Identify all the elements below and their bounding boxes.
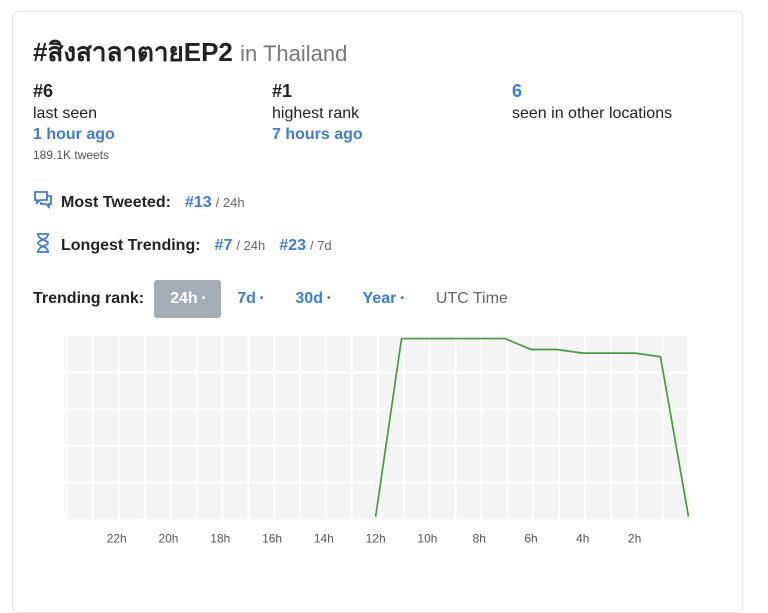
x-tick-label: 2h bbox=[628, 531, 641, 545]
stat-highest-rank-time[interactable]: 7 hours ago bbox=[272, 126, 363, 143]
x-tick-label: 12h bbox=[366, 531, 386, 545]
trending-rank-tabs: Trending rank: 24h • 7d • 30d • Year • UTC T… bbox=[33, 280, 524, 318]
trending-rank-chart: 22h 20h 18h 16h 14h 12h 10h 8h 6h 4h 2h bbox=[64, 336, 690, 545]
stat-tweet-count: 189.1K tweets bbox=[33, 148, 110, 162]
most-tweeted-rank[interactable]: #13 bbox=[184, 193, 212, 211]
stat-last-seen-time[interactable]: 1 hour ago bbox=[33, 126, 115, 143]
stat-other-locations-label: seen in other locations bbox=[512, 105, 673, 122]
stat-other-locations: 6 seen in other locations bbox=[512, 80, 672, 126]
trend-location: in Thailand bbox=[240, 41, 348, 66]
trend-name: #สิงสาลาตายEP2 bbox=[33, 37, 233, 67]
most-tweeted-label: Most Tweeted: bbox=[61, 193, 171, 211]
tab-year[interactable]: Year • bbox=[362, 290, 404, 307]
longest-trending-row: Longest Trending: #7 / 24h #23 / 7d bbox=[33, 232, 346, 259]
hourglass-icon bbox=[33, 232, 53, 259]
x-tick-label: 4h bbox=[576, 531, 589, 545]
stat-other-locations-count[interactable]: 6 bbox=[512, 81, 523, 101]
longest-trending-label: Longest Trending: bbox=[61, 236, 201, 254]
most-tweeted-row: Most Tweeted: #13 / 24h bbox=[33, 190, 259, 215]
stat-highest-rank-value: #1 bbox=[272, 81, 293, 101]
x-tick-label: 20h bbox=[158, 531, 178, 545]
x-tick-label: 18h bbox=[210, 531, 230, 545]
tab-30d[interactable]: 30d • bbox=[295, 290, 331, 307]
rank-series-line bbox=[374, 337, 690, 517]
stat-highest-rank: #1 highest rank 7 hours ago bbox=[272, 80, 363, 144]
tab-7d[interactable]: 7d • bbox=[237, 290, 264, 307]
x-tick-label: 6h bbox=[524, 531, 537, 545]
chart-plot-area bbox=[64, 336, 689, 520]
x-tick-label: 8h bbox=[473, 531, 486, 545]
trend-title: #สิงสาลาตายEP2 in Thailand bbox=[33, 32, 347, 73]
most-tweeted-period: / 24h bbox=[215, 195, 245, 210]
stat-last-seen-rank: #6 bbox=[33, 81, 54, 101]
longest-trending-rank-7d[interactable]: #23 bbox=[279, 236, 306, 254]
stat-last-seen: #6 last seen 1 hour ago 189.1K tweets bbox=[33, 80, 115, 162]
x-tick-label: 14h bbox=[314, 531, 334, 545]
longest-trending-rank-24h[interactable]: #7 bbox=[214, 236, 233, 254]
longest-trending-period-24h: / 24h bbox=[236, 238, 266, 253]
x-tick-label: 22h bbox=[107, 531, 127, 545]
x-tick-label: 16h bbox=[262, 531, 282, 545]
x-tick-label: 10h bbox=[417, 531, 437, 545]
longest-trending-period-7d: / 7d bbox=[309, 238, 332, 253]
utc-time-toggle[interactable]: UTC Time bbox=[435, 290, 508, 307]
stat-last-seen-label: last seen bbox=[33, 105, 98, 122]
tab-24h[interactable]: 24h • bbox=[154, 280, 222, 318]
trending-rank-label: Trending rank: bbox=[33, 290, 145, 307]
stat-highest-rank-label: highest rank bbox=[272, 105, 360, 122]
chat-bubbles-icon bbox=[33, 190, 53, 215]
